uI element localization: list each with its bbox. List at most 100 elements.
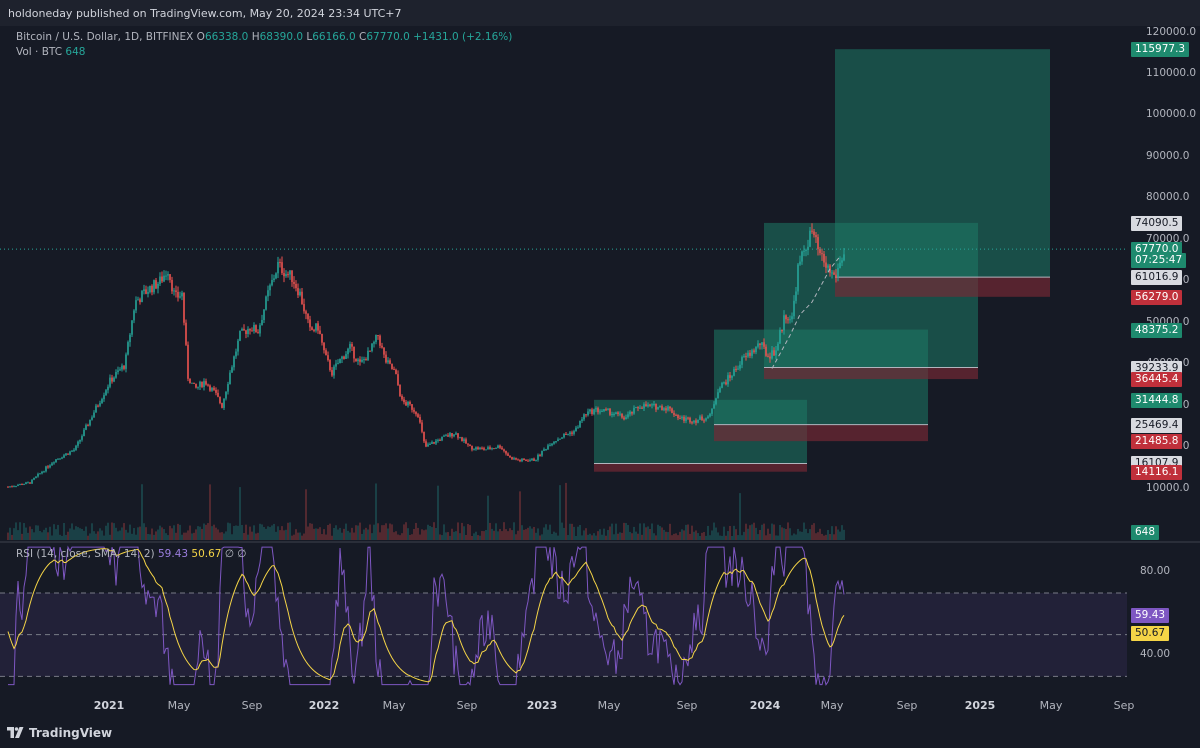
volume-bar xyxy=(471,535,473,540)
volume-bar xyxy=(781,527,783,540)
volume-bar xyxy=(61,535,63,540)
volume-bar xyxy=(643,523,645,540)
candle-body xyxy=(47,466,49,468)
candle-body xyxy=(377,335,379,337)
candle-body xyxy=(297,288,299,296)
candle-body xyxy=(555,441,557,443)
candle-body xyxy=(275,273,277,279)
candle-body xyxy=(395,369,397,375)
volume-bar xyxy=(757,534,759,540)
candle-body xyxy=(493,448,495,450)
volume-bar xyxy=(193,532,195,540)
candle-body xyxy=(219,396,221,404)
volume-bar xyxy=(93,531,95,540)
candle-body xyxy=(653,403,655,405)
candle-body xyxy=(521,458,523,462)
volume-bar xyxy=(47,532,49,540)
rsi-value: 59.43 xyxy=(158,548,189,560)
volume-bar xyxy=(229,523,231,540)
volume-bar xyxy=(567,535,569,540)
volume-bar xyxy=(125,529,127,540)
volume-bar xyxy=(485,529,487,540)
candle-body xyxy=(51,463,53,466)
volume-bar xyxy=(327,524,329,540)
volume-bar xyxy=(677,535,679,540)
candle-body xyxy=(549,445,551,447)
volume-bar xyxy=(727,531,729,540)
candle-body xyxy=(767,355,769,357)
candle-body xyxy=(167,274,169,276)
candle-body xyxy=(387,360,389,363)
candle-body xyxy=(839,262,841,269)
candle-body xyxy=(281,262,283,274)
candle-body xyxy=(131,320,133,335)
volume-bar xyxy=(783,528,785,540)
candle-body xyxy=(773,350,775,356)
volume-label[interactable]: Vol · BTC xyxy=(16,46,63,58)
candle-body xyxy=(321,333,323,343)
rsi-label[interactable]: RSI (14, close, SMA, 14, 2) xyxy=(16,548,155,560)
candle-body xyxy=(587,411,589,416)
volume-bar xyxy=(279,530,281,540)
candle-body xyxy=(715,398,717,405)
candle-body xyxy=(561,437,563,439)
candle-body xyxy=(345,354,347,359)
volume-bar xyxy=(509,528,511,540)
volume-bar xyxy=(623,522,625,540)
candle-body xyxy=(563,434,565,438)
volume-bar xyxy=(65,534,67,540)
tradingview-logo[interactable]: TradingView xyxy=(7,726,112,740)
candle-body xyxy=(383,347,385,355)
volume-bar xyxy=(529,526,531,540)
volume-bar xyxy=(325,534,327,540)
pane-separator[interactable] xyxy=(0,541,1200,543)
candle-body xyxy=(713,404,715,409)
volume-bar xyxy=(221,532,223,540)
candle-body xyxy=(725,382,727,385)
volume-bar xyxy=(79,528,81,540)
symbol-name[interactable]: Bitcoin / U.S. Dollar, 1D, BITFINEX xyxy=(16,31,194,43)
candle-body xyxy=(245,330,247,334)
volume-bar xyxy=(469,525,471,540)
candle-body xyxy=(9,486,11,488)
candle-body xyxy=(337,363,339,365)
candle-body xyxy=(87,425,89,427)
volume-bar xyxy=(575,535,577,540)
candle-body xyxy=(625,417,627,420)
price-tag: 31444.8 xyxy=(1131,392,1183,408)
volume-bar xyxy=(353,532,355,540)
volume-bar xyxy=(387,528,389,540)
volume-bar xyxy=(799,531,801,540)
candle-body xyxy=(27,482,29,484)
volume-bar xyxy=(527,527,529,540)
candle-body xyxy=(779,330,781,344)
price-axis-label: 10000.0 xyxy=(1146,481,1190,494)
candle-body xyxy=(505,450,507,454)
candle-body xyxy=(719,387,721,393)
candle-body xyxy=(797,264,799,292)
candle-body xyxy=(231,367,233,373)
volume-bar xyxy=(141,484,143,540)
candle-body xyxy=(67,453,69,455)
publish-header: holdoneday published on TradingView.com,… xyxy=(0,0,1200,26)
candle-body xyxy=(619,413,621,415)
candle-body xyxy=(303,304,305,312)
candle-body xyxy=(313,329,315,331)
candle-body xyxy=(583,414,585,420)
volume-bar xyxy=(525,529,527,540)
candle-body xyxy=(317,323,319,331)
candle-body xyxy=(237,340,239,352)
candle-body xyxy=(353,346,355,359)
candle-body xyxy=(125,354,127,369)
candle-body xyxy=(201,381,203,387)
volume-bar xyxy=(139,526,141,540)
volume-bar xyxy=(343,528,345,540)
price-tag: 648 xyxy=(1131,525,1160,540)
volume-bar xyxy=(635,531,637,540)
volume-bar xyxy=(611,523,613,540)
volume-bar xyxy=(735,529,737,540)
candle-body xyxy=(627,414,629,418)
volume-bar xyxy=(617,533,619,540)
volume-bar xyxy=(355,525,357,540)
